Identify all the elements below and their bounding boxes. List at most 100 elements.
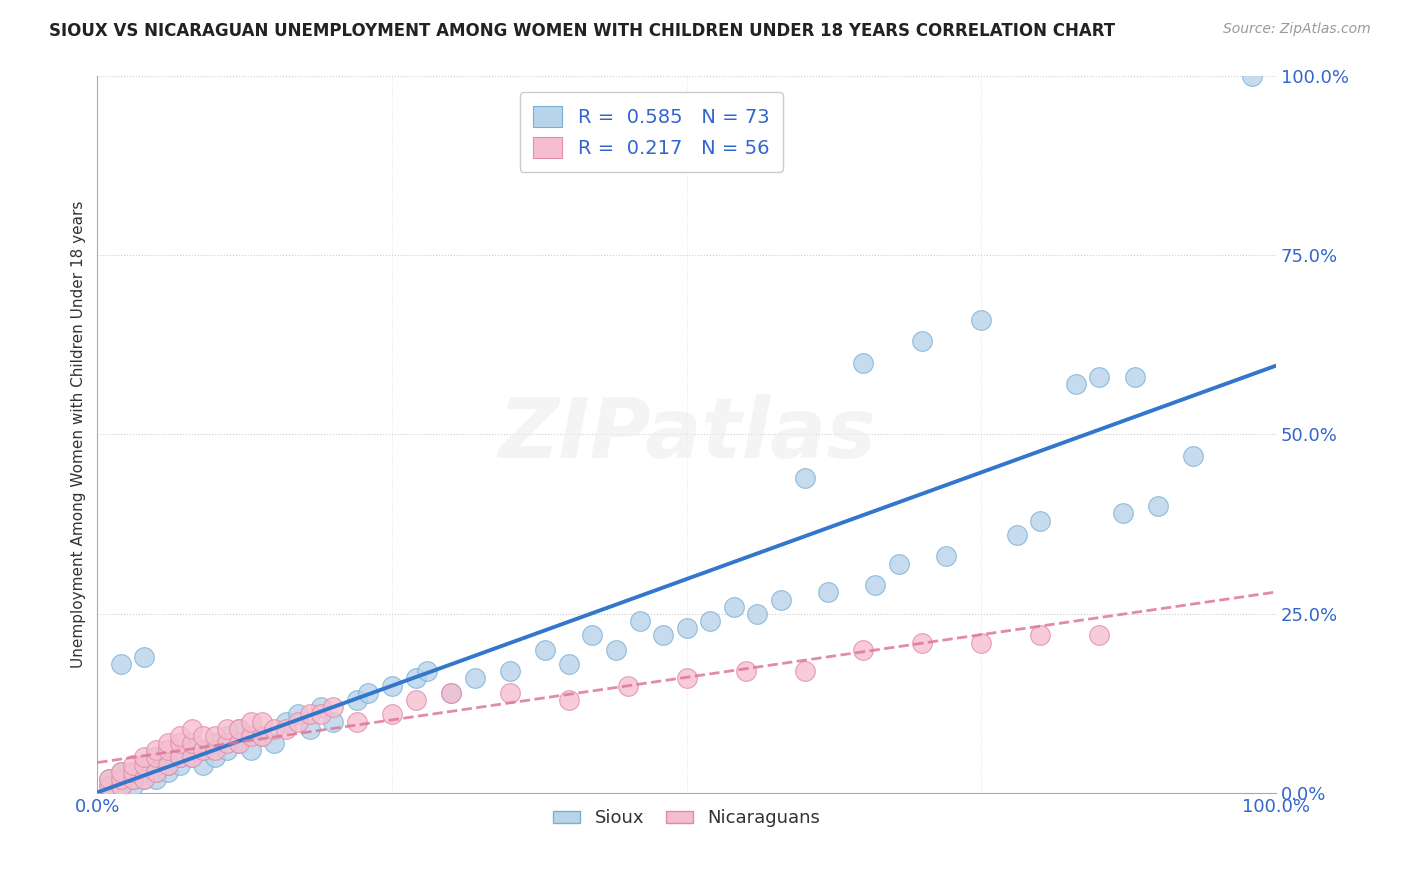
Point bbox=[252, 729, 274, 743]
Point bbox=[723, 599, 745, 614]
Point bbox=[970, 635, 993, 649]
Point bbox=[652, 628, 675, 642]
Point bbox=[110, 764, 132, 779]
Point bbox=[98, 772, 121, 786]
Point bbox=[1064, 377, 1087, 392]
Point bbox=[215, 729, 238, 743]
Point bbox=[134, 772, 156, 786]
Point bbox=[1029, 628, 1052, 642]
Point bbox=[747, 607, 769, 621]
Point bbox=[121, 764, 143, 779]
Point bbox=[134, 757, 156, 772]
Point bbox=[1241, 69, 1264, 83]
Point bbox=[357, 686, 380, 700]
Point bbox=[134, 757, 156, 772]
Point bbox=[228, 736, 250, 750]
Point bbox=[157, 743, 180, 757]
Point bbox=[145, 764, 167, 779]
Point bbox=[252, 729, 274, 743]
Point bbox=[734, 665, 756, 679]
Point bbox=[193, 743, 215, 757]
Point bbox=[322, 714, 344, 729]
Point bbox=[98, 772, 121, 786]
Point bbox=[311, 700, 333, 714]
Point bbox=[1112, 507, 1135, 521]
Point bbox=[228, 722, 250, 736]
Point bbox=[298, 707, 321, 722]
Point bbox=[817, 585, 839, 599]
Point bbox=[381, 707, 404, 722]
Point bbox=[252, 714, 274, 729]
Point bbox=[110, 772, 132, 786]
Point bbox=[121, 772, 143, 786]
Point bbox=[1088, 628, 1111, 642]
Point bbox=[405, 693, 427, 707]
Point bbox=[110, 764, 132, 779]
Point bbox=[239, 743, 262, 757]
Point bbox=[605, 642, 627, 657]
Point bbox=[863, 578, 886, 592]
Point bbox=[169, 750, 191, 764]
Point bbox=[793, 665, 815, 679]
Point bbox=[274, 722, 297, 736]
Point bbox=[1123, 370, 1146, 384]
Point bbox=[263, 736, 285, 750]
Point bbox=[581, 628, 603, 642]
Point bbox=[287, 707, 309, 722]
Point bbox=[98, 779, 121, 793]
Point bbox=[852, 356, 875, 370]
Point bbox=[215, 743, 238, 757]
Point bbox=[616, 679, 638, 693]
Point bbox=[298, 722, 321, 736]
Point bbox=[970, 312, 993, 326]
Point bbox=[346, 714, 368, 729]
Point bbox=[274, 714, 297, 729]
Point bbox=[193, 729, 215, 743]
Point bbox=[463, 672, 485, 686]
Point bbox=[204, 743, 226, 757]
Point bbox=[145, 743, 167, 757]
Point bbox=[1182, 449, 1205, 463]
Point bbox=[852, 642, 875, 657]
Point bbox=[228, 736, 250, 750]
Point bbox=[440, 686, 463, 700]
Point bbox=[935, 549, 957, 564]
Point bbox=[193, 743, 215, 757]
Point bbox=[180, 722, 202, 736]
Point bbox=[134, 650, 156, 665]
Point bbox=[180, 743, 202, 757]
Point bbox=[499, 686, 522, 700]
Point bbox=[145, 764, 167, 779]
Point bbox=[558, 693, 581, 707]
Point bbox=[157, 757, 180, 772]
Point bbox=[263, 722, 285, 736]
Text: ZIPatlas: ZIPatlas bbox=[498, 394, 876, 475]
Point bbox=[499, 665, 522, 679]
Point bbox=[157, 736, 180, 750]
Point bbox=[911, 635, 934, 649]
Point bbox=[1029, 514, 1052, 528]
Point bbox=[675, 672, 697, 686]
Point bbox=[239, 714, 262, 729]
Point bbox=[145, 772, 167, 786]
Point bbox=[121, 772, 143, 786]
Text: SIOUX VS NICARAGUAN UNEMPLOYMENT AMONG WOMEN WITH CHILDREN UNDER 18 YEARS CORREL: SIOUX VS NICARAGUAN UNEMPLOYMENT AMONG W… bbox=[49, 22, 1115, 40]
Point bbox=[204, 729, 226, 743]
Point bbox=[558, 657, 581, 672]
Point bbox=[793, 470, 815, 484]
Point bbox=[169, 757, 191, 772]
Point bbox=[239, 729, 262, 743]
Point bbox=[169, 729, 191, 743]
Point bbox=[911, 334, 934, 348]
Point bbox=[110, 772, 132, 786]
Point bbox=[169, 736, 191, 750]
Point bbox=[134, 772, 156, 786]
Point bbox=[287, 714, 309, 729]
Point bbox=[204, 750, 226, 764]
Point bbox=[887, 557, 910, 571]
Point bbox=[180, 750, 202, 764]
Point bbox=[346, 693, 368, 707]
Point bbox=[204, 736, 226, 750]
Point bbox=[215, 722, 238, 736]
Point bbox=[228, 722, 250, 736]
